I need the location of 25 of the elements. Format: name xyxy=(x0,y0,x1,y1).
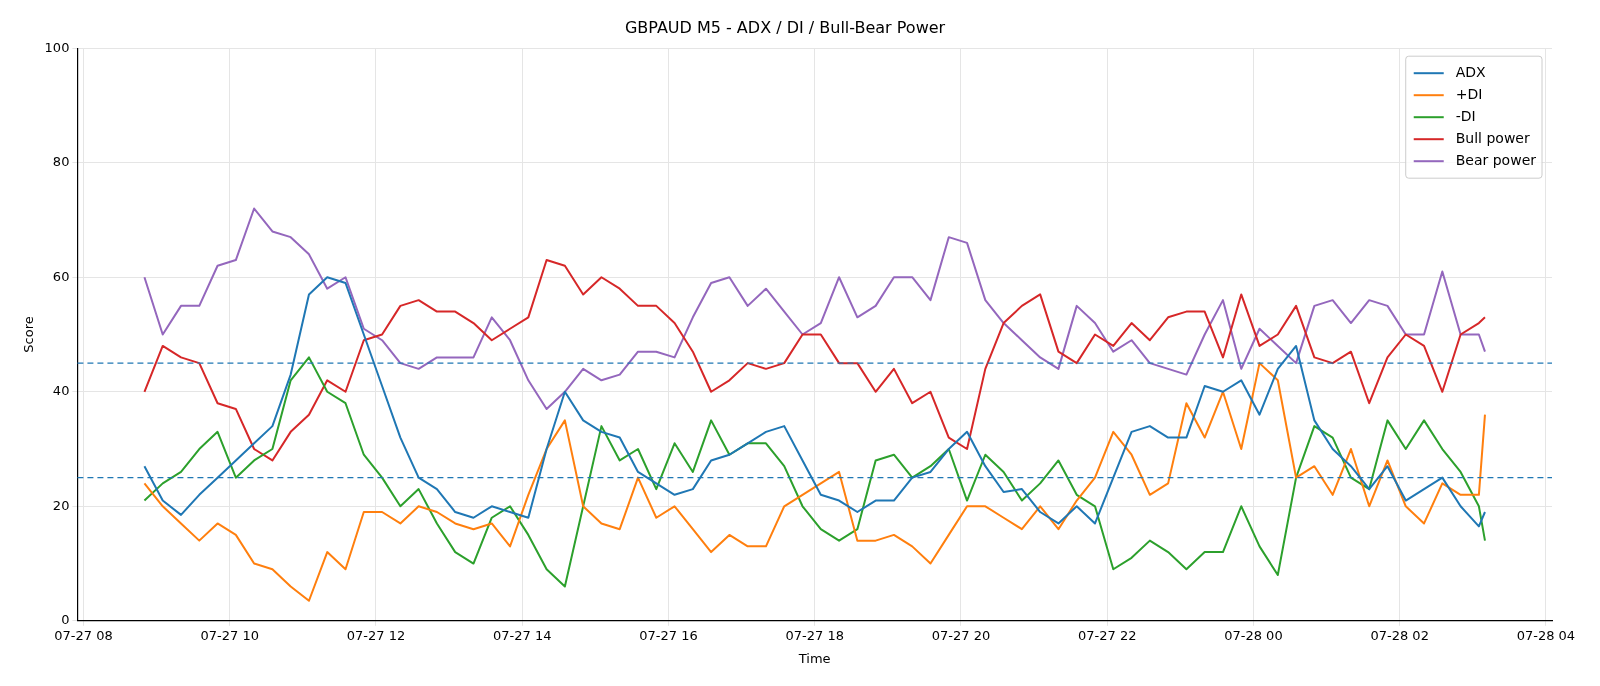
chart-title: GBPAUD M5 - ADX / DI / Bull-Bear Power xyxy=(624,17,946,37)
legend-label: Bear power xyxy=(1455,151,1537,168)
x-tick-label: 07-27 10 xyxy=(200,627,259,643)
y-axis-title: Score xyxy=(21,316,37,353)
legend-label: Bull power xyxy=(1455,129,1530,146)
x-tick-label: 07-28 04 xyxy=(1516,627,1576,643)
x-tick-label: 07-27 14 xyxy=(493,627,552,643)
y-tick-label: 60 xyxy=(52,268,70,284)
x-tick-label: 07-27 08 xyxy=(54,627,113,643)
x-tick-label: 07-28 00 xyxy=(1224,627,1283,643)
x-tick-label: 07-27 18 xyxy=(785,627,844,643)
x-tick-label: 07-27 22 xyxy=(1077,627,1137,643)
x-axis-title: Time xyxy=(797,650,831,666)
x-tick-label: 07-27 16 xyxy=(639,627,698,643)
x-tick-label: 07-27 20 xyxy=(931,627,991,643)
x-tick-label: 07-28 02 xyxy=(1370,627,1429,643)
y-tick-label: 80 xyxy=(52,154,70,170)
y-tick-label: 20 xyxy=(52,497,70,513)
legend-label: -DI xyxy=(1455,107,1476,124)
legend-label: +DI xyxy=(1455,85,1483,102)
legend-label: ADX xyxy=(1455,63,1487,80)
x-tick-label: 07-27 12 xyxy=(346,627,406,643)
y-tick-label: 0 xyxy=(61,612,70,628)
y-tick-label: 40 xyxy=(52,383,70,399)
y-tick-label: 100 xyxy=(44,39,70,55)
